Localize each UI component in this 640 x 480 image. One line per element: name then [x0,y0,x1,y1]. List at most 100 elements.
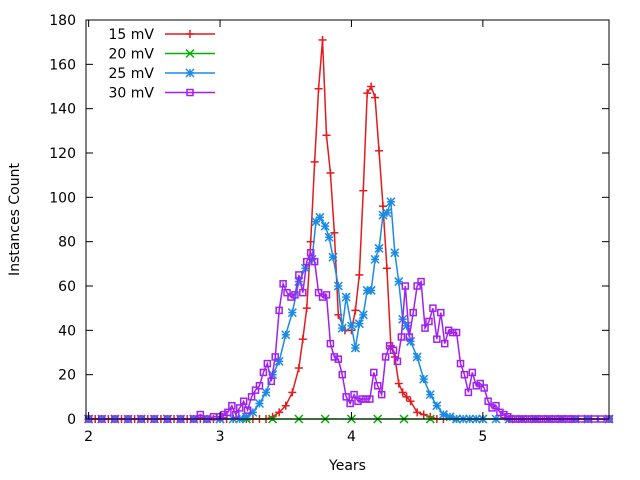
series-30-mv [84,249,613,423]
data-point [468,368,477,377]
data-point [322,291,331,299]
data-point [306,249,315,257]
data-point [354,397,362,406]
legend-marker [186,88,194,97]
data-point [298,335,307,344]
data-point [267,377,276,386]
data-point [374,243,384,253]
data-point [377,390,386,399]
data-point [283,288,291,297]
data-point [287,308,297,318]
data-point [328,252,338,262]
data-point [484,397,492,406]
data-point [274,356,284,366]
data-point [251,386,260,394]
data-point [385,342,394,350]
data-point [464,388,473,397]
axis-ticks: 2 3 4 5 0 20 40 60 80 100 120 140 160 180 [49,13,609,445]
legend-marker [185,68,195,78]
x-tick-label: 2 [84,429,93,445]
plot-frame [85,19,610,420]
data-point [373,382,382,390]
data-point [476,379,484,388]
data-point [330,228,339,237]
data-point [247,393,256,401]
data-point [310,257,319,266]
y-axis-label: Instances Count [7,163,23,276]
data-point [402,321,412,331]
data-point [488,404,496,412]
data-point [346,321,356,331]
data-point [359,186,368,195]
data-point [429,304,437,312]
data-point [440,339,449,348]
data-point [460,370,469,379]
data-point [362,395,370,403]
data-point [437,308,445,317]
legend-label: 30 mV [109,86,155,102]
data-point [224,408,232,417]
y-tick-label: 0 [67,412,76,428]
data-point [390,248,400,258]
data-point [375,146,384,155]
data-point [500,410,508,419]
data-point [417,277,425,286]
data-point [496,408,504,417]
data-point [263,359,272,368]
data-point [302,304,311,313]
data-point [320,221,330,231]
data-point [318,293,327,301]
data-point [421,324,429,332]
data-point [318,35,327,44]
data-point [363,89,372,98]
data-point [406,397,415,406]
y-tick-label: 120 [49,146,76,162]
data-point [338,370,346,379]
y-tick-label: 60 [58,279,76,295]
series-25-mv [84,197,614,424]
data-point [425,317,433,326]
data-point [291,291,299,299]
data-point [358,310,368,320]
data-point [370,254,380,264]
data-point [232,410,240,419]
data-point [324,232,334,242]
data-point [419,410,428,419]
data-point [351,306,360,315]
data-point [315,212,325,222]
data-point [412,352,422,362]
data-point [394,277,404,287]
data-point [271,353,279,361]
x-axis-label: Years [328,458,366,474]
data-point [287,293,295,301]
data-point [261,387,271,397]
data-point [196,410,205,419]
data-point [259,368,268,377]
data-point [239,397,248,406]
x-tick-label: 5 [478,429,487,445]
data-point [220,410,228,419]
data-point [235,404,244,412]
data-point [255,382,264,390]
data-point [448,328,457,337]
x-tick-label: 4 [347,429,356,445]
data-point [413,408,422,417]
data-point [228,401,236,410]
y-tick-label: 140 [49,102,76,118]
data-point [386,197,396,207]
x-tick-label: 3 [216,429,225,445]
y-tick-label: 160 [49,57,76,73]
data-point [394,379,403,388]
data-point [350,343,360,353]
data-point [381,353,390,361]
legend-label: 25 mV [109,66,155,82]
data-point [432,401,442,411]
data-point [350,390,358,399]
data-point [322,131,331,140]
data-point [456,359,465,368]
legend-marker [186,30,194,38]
data-point [382,208,392,218]
data-point [419,374,429,384]
data-point [275,306,283,315]
